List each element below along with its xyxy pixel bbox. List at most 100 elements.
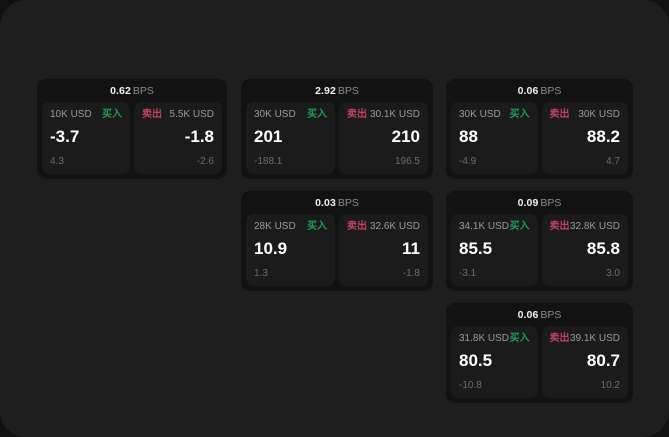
sell-side-panel[interactable]: 卖出 30.1K USD 210 196.5 — [339, 102, 428, 174]
bps-unit-label: BPS — [132, 85, 154, 97]
buy-side-panel[interactable]: 28K USD 买入 10.9 1.3 — [246, 214, 335, 286]
spread-column-2: 2.92 BPS 30K USD 买入 201 -188.1 卖出 — [241, 79, 433, 303]
buy-price: 10.9 — [254, 239, 288, 258]
bps-value: 2.92 — [315, 85, 336, 97]
buy-delta: -188.1 — [254, 156, 283, 167]
sides-wrapper: 30K USD 买入 88 -4.9 卖出 30K USD 88.2 4.7 — [451, 102, 628, 174]
buy-price: -3.7 — [50, 127, 80, 146]
sell-side-panel[interactable]: 卖出 32.6K USD 11 -1.8 — [339, 214, 428, 286]
buy-tag: 买入 — [509, 333, 530, 344]
bps-unit-label: BPS — [540, 309, 562, 321]
spread-card-group[interactable]: 2.92 BPS 30K USD 买入 201 -188.1 卖出 — [241, 79, 433, 179]
sell-delta: 3.0 — [606, 268, 620, 279]
buy-tag: 买入 — [509, 221, 530, 232]
group-header: 2.92 BPS — [246, 85, 428, 102]
buy-side-panel[interactable]: 31.8K USD 买入 80.5 -10.8 — [451, 326, 538, 398]
bps-value: 0.06 — [517, 309, 539, 321]
buy-side-panel[interactable]: 10K USD 买入 -3.7 4.3 — [42, 102, 130, 174]
sell-delta: 196.5 — [394, 156, 420, 167]
spread-card-board: 0.62 BPS 10K USD 买入 -3.7 4.3 卖出 — [37, 79, 633, 403]
buy-quantity: 28K USD — [254, 221, 296, 232]
sell-price: 88.2 — [586, 127, 620, 146]
sell-quantity: 32.6K USD — [369, 221, 420, 232]
buy-tag: 买入 — [509, 109, 530, 120]
buy-side-header: 31.8K USD 买入 — [459, 333, 530, 345]
sell-tag: 卖出 — [549, 333, 570, 344]
sell-delta: -1.8 — [402, 268, 420, 279]
sell-tag: 卖出 — [142, 109, 162, 120]
sell-side-header: 卖出 32.6K USD — [347, 221, 420, 233]
sides-wrapper: 28K USD 买入 10.9 1.3 卖出 32.6K USD 11 -1.8 — [246, 214, 428, 286]
sides-wrapper: 31.8K USD 买入 80.5 -10.8 卖出 39.1K USD 80.… — [451, 326, 628, 398]
buy-price: 80.5 — [459, 351, 493, 370]
group-header: 0.06 BPS — [451, 85, 628, 102]
sell-side-panel[interactable]: 卖出 32.8K USD 85.8 3.0 — [541, 214, 628, 286]
buy-tag: 买入 — [307, 109, 327, 120]
sell-side-header: 卖出 30K USD — [550, 109, 621, 121]
sell-quantity: 39.1K USD — [569, 333, 620, 344]
group-header: 0.03 BPS — [246, 197, 428, 214]
sell-delta: 10.2 — [600, 380, 620, 391]
buy-side-header: 30K USD 买入 — [459, 109, 530, 121]
buy-delta: 1.3 — [254, 268, 268, 279]
sell-quantity: 32.8K USD — [569, 221, 620, 232]
spread-column-3: 0.06 BPS 30K USD 买入 88 -4.9 卖出 — [446, 79, 633, 415]
sell-delta: 4.7 — [606, 156, 620, 167]
sides-wrapper: 30K USD 买入 201 -188.1 卖出 30.1K USD 210 1… — [246, 102, 428, 174]
spread-card-group[interactable]: 0.06 BPS 30K USD 买入 88 -4.9 卖出 — [446, 79, 633, 179]
sell-side-panel[interactable]: 卖出 5.5K USD -1.8 -2.6 — [134, 102, 222, 174]
spread-column-1: 0.62 BPS 10K USD 买入 -3.7 4.3 卖出 — [37, 79, 227, 191]
sell-tag: 卖出 — [549, 109, 570, 120]
buy-delta: -4.9 — [459, 156, 477, 167]
sell-quantity: 30.1K USD — [369, 109, 420, 120]
bps-value: 0.06 — [517, 85, 539, 97]
buy-side-header: 30K USD 买入 — [254, 109, 327, 121]
sell-tag: 卖出 — [347, 109, 367, 120]
group-header: 0.09 BPS — [451, 197, 628, 214]
bps-unit-label: BPS — [337, 197, 359, 209]
buy-delta: 4.3 — [50, 156, 64, 167]
buy-side-header: 34.1K USD 买入 — [459, 221, 530, 233]
spread-card-group[interactable]: 0.09 BPS 34.1K USD 买入 85.5 -3.1 卖出 — [446, 191, 633, 291]
spread-card-group[interactable]: 0.06 BPS 31.8K USD 买入 80.5 -10.8 卖出 — [446, 303, 633, 403]
sell-side-header: 卖出 30.1K USD — [347, 109, 420, 121]
sell-quantity: 30K USD — [578, 109, 620, 120]
buy-side-panel[interactable]: 30K USD 买入 201 -188.1 — [246, 102, 335, 174]
buy-quantity: 30K USD — [254, 109, 296, 120]
sell-side-header: 卖出 39.1K USD — [550, 333, 621, 345]
bps-value: 0.03 — [315, 197, 336, 209]
buy-delta: -3.1 — [459, 268, 477, 279]
sell-price: 210 — [391, 127, 420, 146]
sell-side-header: 卖出 5.5K USD — [142, 109, 214, 121]
buy-quantity: 30K USD — [459, 109, 501, 120]
buy-side-panel[interactable]: 34.1K USD 买入 85.5 -3.1 — [451, 214, 538, 286]
spread-card-group[interactable]: 0.03 BPS 28K USD 买入 10.9 1.3 卖出 — [241, 191, 433, 291]
buy-price: 201 — [254, 127, 283, 146]
sides-wrapper: 34.1K USD 买入 85.5 -3.1 卖出 32.8K USD 85.8… — [451, 214, 628, 286]
sell-delta: -2.6 — [196, 156, 214, 167]
sell-side-panel[interactable]: 卖出 30K USD 88.2 4.7 — [541, 102, 628, 174]
sell-tag: 卖出 — [549, 221, 570, 232]
group-header: 0.06 BPS — [451, 309, 628, 326]
sell-price: 85.8 — [586, 239, 620, 258]
bps-value: 0.09 — [517, 197, 539, 209]
sell-tag: 卖出 — [347, 221, 367, 232]
sides-wrapper: 10K USD 买入 -3.7 4.3 卖出 5.5K USD -1.8 -2.… — [42, 102, 222, 174]
buy-side-panel[interactable]: 30K USD 买入 88 -4.9 — [451, 102, 538, 174]
buy-price: 88 — [459, 127, 478, 146]
buy-delta: -10.8 — [459, 380, 482, 391]
buy-quantity: 10K USD — [50, 109, 92, 120]
bps-unit-label: BPS — [540, 197, 562, 209]
buy-quantity: 31.8K USD — [459, 333, 510, 344]
sell-quantity: 5.5K USD — [169, 109, 214, 120]
sell-price: 11 — [402, 239, 420, 258]
buy-tag: 买入 — [307, 221, 327, 232]
spread-card-group[interactable]: 0.62 BPS 10K USD 买入 -3.7 4.3 卖出 — [37, 79, 227, 179]
buy-price: 85.5 — [459, 239, 493, 258]
sell-side-header: 卖出 32.8K USD — [550, 221, 621, 233]
bps-unit-label: BPS — [540, 85, 562, 97]
sell-side-panel[interactable]: 卖出 39.1K USD 80.7 10.2 — [541, 326, 628, 398]
sell-price: 80.7 — [586, 351, 620, 370]
sell-price: -1.8 — [184, 127, 214, 146]
